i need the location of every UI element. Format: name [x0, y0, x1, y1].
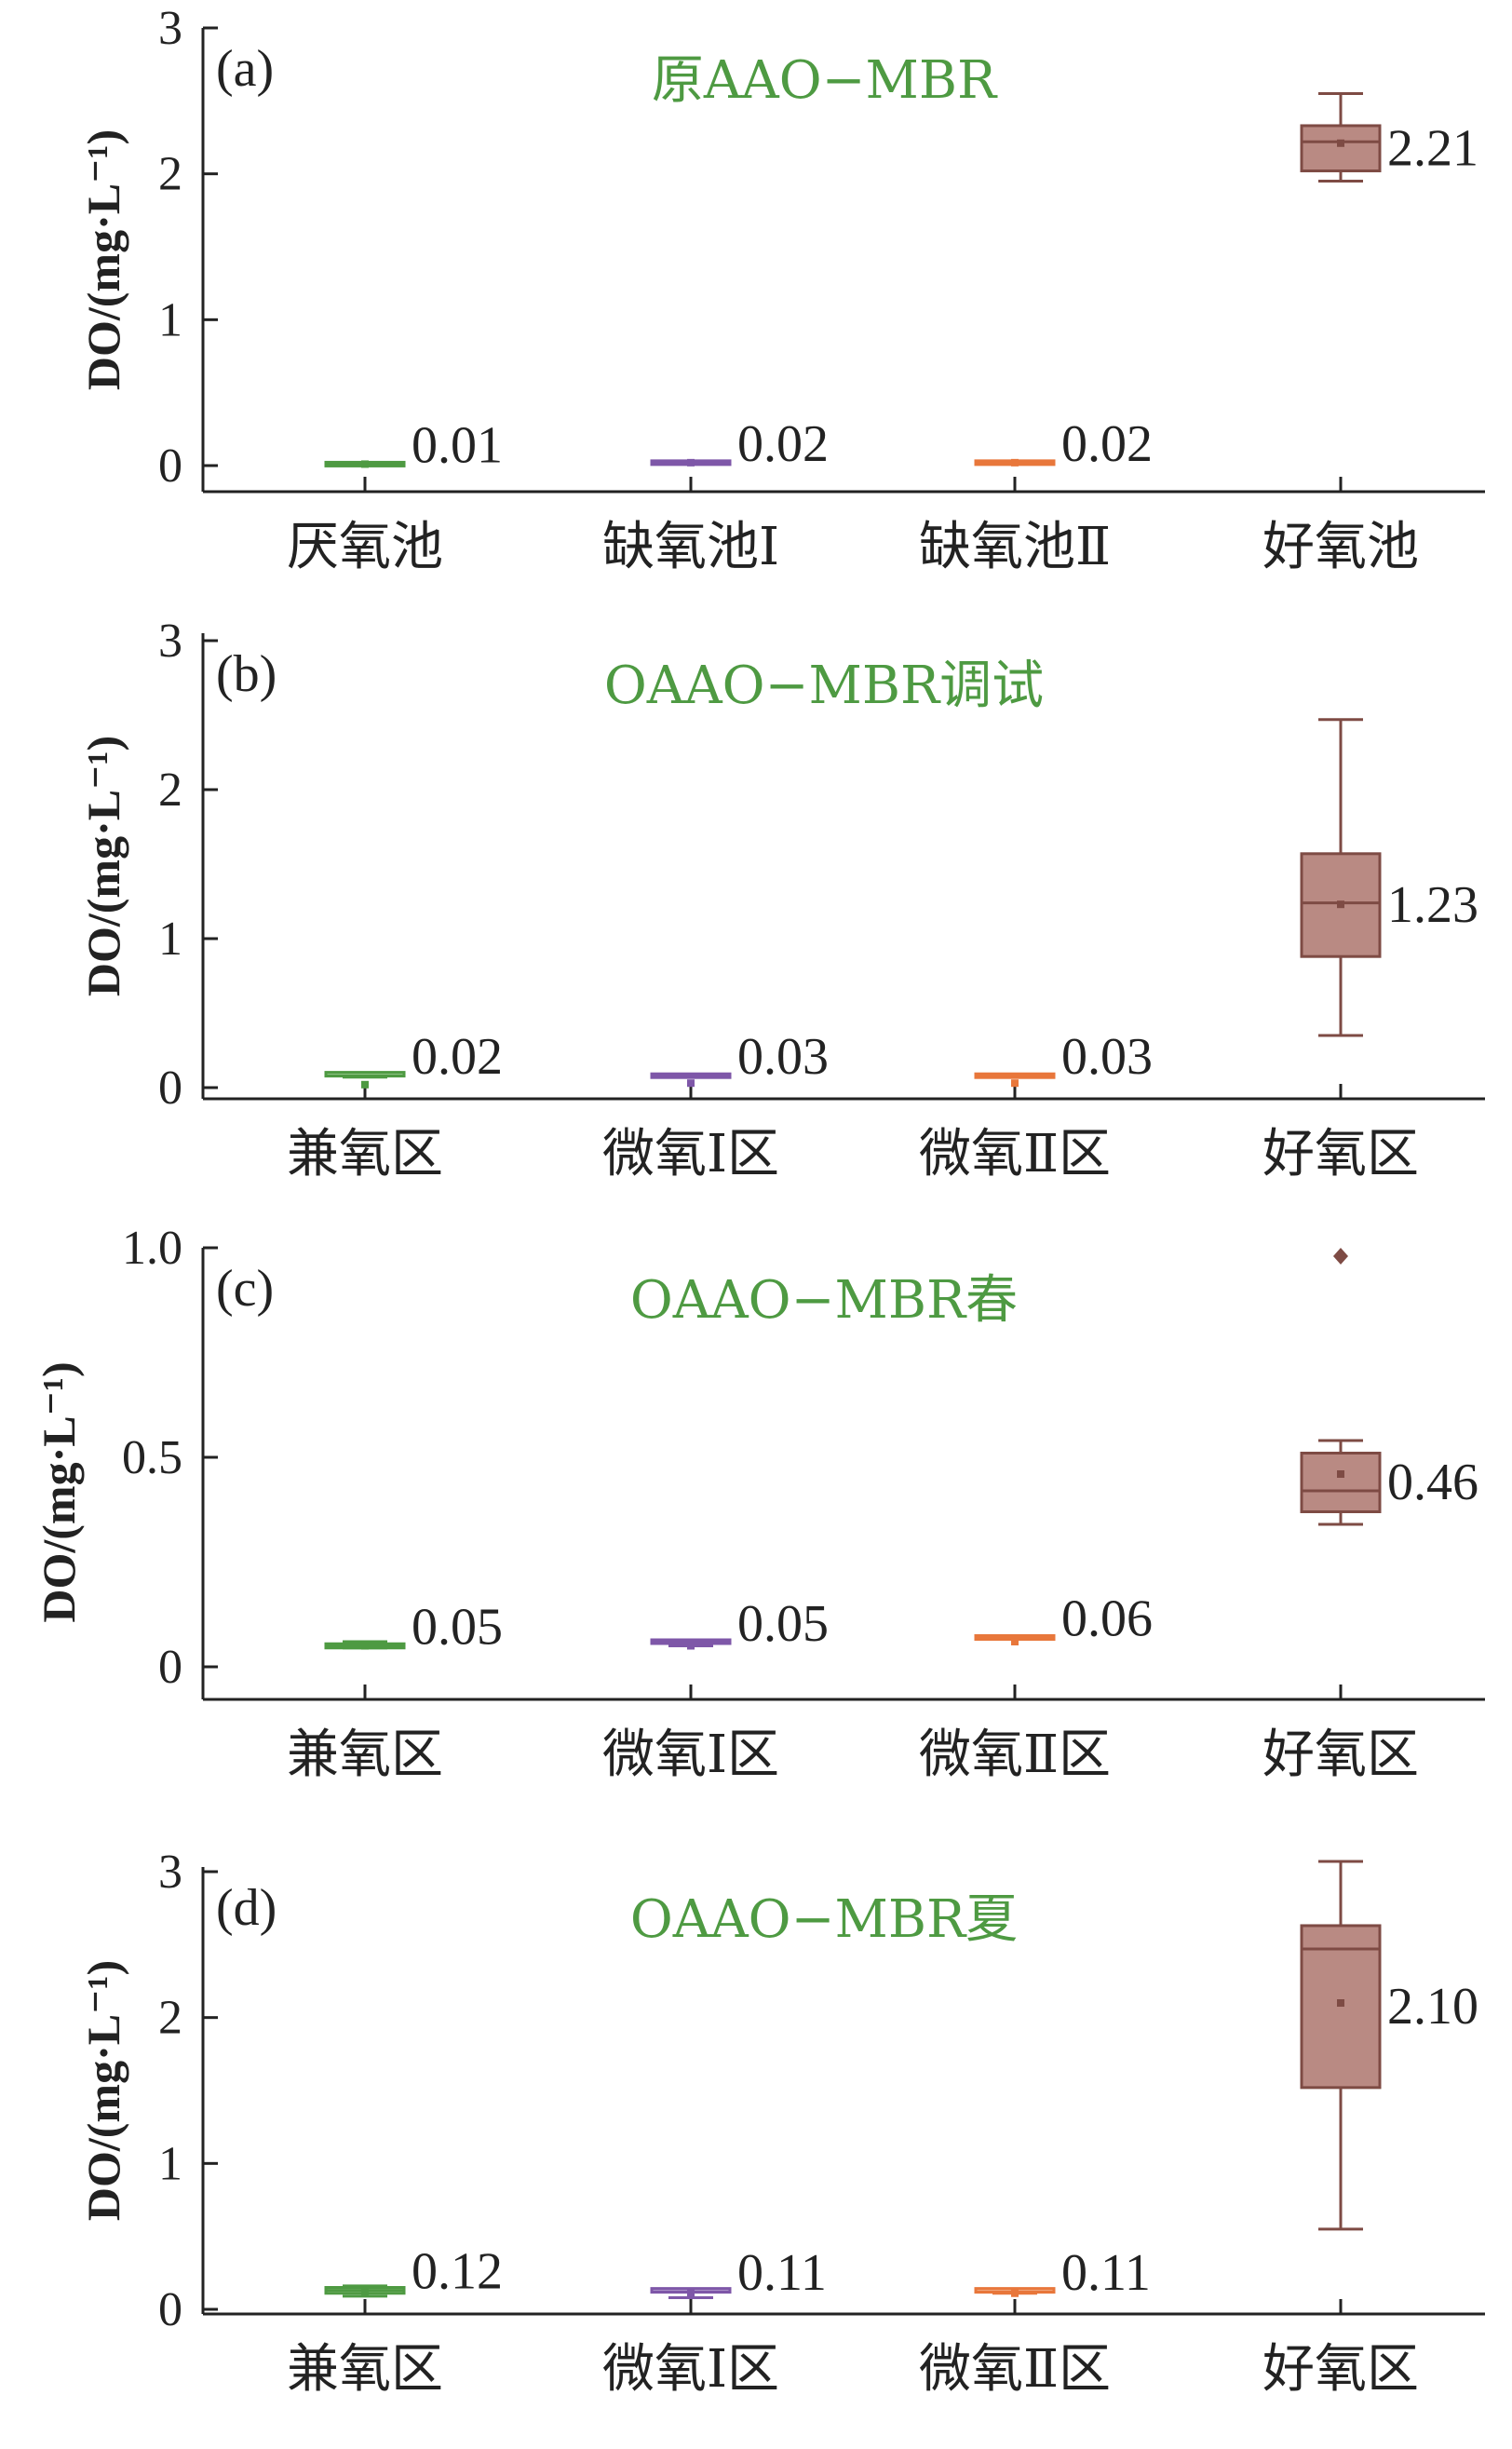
x-tick-label: 微氧Ⅱ区 [919, 1124, 1111, 1184]
mean-value-label: 0.01 [412, 416, 503, 474]
box-0: 0.02 [324, 1028, 503, 1089]
box-2: 0.03 [974, 1028, 1153, 1088]
mean-marker [687, 1642, 695, 1650]
y-axis-label: DO/(mg·L⁻¹) [77, 129, 129, 390]
mean-value-label: 0.03 [737, 1028, 829, 1086]
mean-marker [1337, 1999, 1344, 2007]
chart-title: OAAO−MBR夏 [630, 1889, 1018, 1950]
panel-c: 0 0.5 1.0 兼氧区 微氧Ⅰ区 微氧Ⅱ区 好氧区 DO/(mg·L⁻¹) (c) OAAO−… [33, 1222, 1485, 1785]
mean-value-label: 2.21 [1387, 119, 1478, 177]
mean-value-label: 0.05 [737, 1595, 829, 1653]
y-axis-label: DO/(mg·L⁻¹) [33, 1361, 85, 1622]
box-0: 0.12 [324, 2243, 503, 2301]
mean-value-label: 0.05 [412, 1599, 503, 1657]
box-0: 0.05 [324, 1599, 503, 1657]
y-axis-label: DO/(mg·L⁻¹) [77, 1960, 129, 2221]
y-tick-label: 3 [158, 615, 182, 668]
x-tick-label: 缺氧池Ⅰ [602, 517, 779, 577]
mean-marker [1337, 1470, 1344, 1478]
box-1: 0.02 [650, 415, 829, 473]
box-3: 2.21 [1300, 92, 1478, 183]
x-tick-label: 微氧Ⅰ区 [602, 1725, 779, 1785]
x-tick-label: 兼氧区 [287, 2339, 443, 2400]
mean-value-label: 0.11 [1061, 2244, 1151, 2302]
x-tick-label: 微氧Ⅱ区 [919, 2339, 1111, 2400]
box-0: 0.01 [324, 416, 503, 474]
mean-value-label: 0.02 [737, 415, 829, 473]
mean-value-label: 0.02 [412, 1028, 503, 1086]
panel-label: (d) [216, 1879, 277, 1937]
panel-b: 0 1 2 3 兼氧区 微氧Ⅰ区 微氧Ⅱ区 好氧区 DO/(mg·L⁻¹) (b) OAAO−MBR… [77, 615, 1485, 1184]
y-tick-label: 0.5 [122, 1431, 182, 1484]
y-tick-label: 1 [158, 913, 182, 966]
mean-marker [361, 2288, 369, 2296]
mean-marker [361, 460, 369, 468]
outlier-marker [1333, 1248, 1348, 1265]
y-tick-label: 0 [158, 440, 182, 493]
x-tick-label: 好氧区 [1262, 1725, 1419, 1785]
chart-title: 原AAO−MBR [652, 50, 998, 111]
box-2: 0.11 [974, 2244, 1151, 2302]
box-iqr [1300, 1452, 1382, 1513]
mean-marker [687, 2289, 695, 2297]
mean-marker [1011, 1079, 1019, 1088]
mean-marker [1011, 1638, 1019, 1645]
mean-marker [1011, 458, 1019, 467]
mean-marker [1011, 2289, 1019, 2297]
panel-label: (c) [216, 1260, 274, 1318]
mean-marker [361, 1080, 369, 1089]
mean-marker [1337, 900, 1344, 909]
mean-value-label: 2.10 [1387, 1978, 1478, 2036]
box-2: 0.06 [974, 1590, 1153, 1648]
mean-value-label: 1.23 [1387, 876, 1478, 934]
x-tick-label: 厌氧池 [287, 517, 443, 577]
y-tick-label: 1 [158, 293, 182, 346]
y-tick-label: 1 [158, 2137, 182, 2190]
box-3: 0.46 [1300, 1248, 1478, 1526]
mean-marker [687, 1079, 695, 1088]
x-tick-label: 兼氧区 [287, 1725, 443, 1785]
mean-marker [1337, 139, 1344, 147]
box-2: 0.02 [974, 415, 1153, 473]
mean-value-label: 0.11 [737, 2244, 827, 2302]
y-tick-label: 2 [158, 764, 182, 817]
x-tick-label: 好氧池 [1262, 517, 1419, 577]
y-axis-label: DO/(mg·L⁻¹) [77, 736, 129, 996]
mean-marker [361, 1642, 369, 1650]
y-tick-label: 0 [158, 1641, 182, 1694]
box-1: 0.05 [650, 1595, 829, 1653]
x-tick-label: 好氧区 [1262, 1124, 1419, 1184]
mean-value-label: 0.06 [1061, 1590, 1153, 1648]
box-iqr [1300, 124, 1382, 173]
y-tick-label: 3 [158, 1846, 182, 1899]
panel-a: 0 1 2 3 厌氧池 缺氧池Ⅰ 缺氧池Ⅱ 好氧池 DO/(mg·L⁻¹) (a) 原AAO−MBR… [77, 2, 1485, 577]
x-tick-label: 缺氧池Ⅱ [919, 517, 1111, 577]
panel-label: (b) [216, 645, 277, 703]
box-1: 0.11 [650, 2244, 827, 2302]
chart-title: OAAO−MBR调试 [604, 656, 1044, 716]
y-tick-label: 0 [158, 2283, 182, 2336]
y-tick-label: 0 [158, 1062, 182, 1115]
mean-value-label: 0.46 [1387, 1454, 1478, 1511]
y-tick-label: 2 [158, 148, 182, 201]
box-3: 1.23 [1300, 718, 1478, 1037]
mean-value-label: 0.03 [1061, 1028, 1153, 1086]
x-tick-label: 微氧Ⅱ区 [919, 1725, 1111, 1785]
panel-d: 0 1 2 3 兼氧区 微氧Ⅰ区 微氧Ⅱ区 好氧区 DO/(mg·L⁻¹) (d) OAAO−MBR… [77, 1846, 1485, 2400]
y-tick-label: 2 [158, 1992, 182, 2045]
x-tick-label: 微氧Ⅰ区 [602, 2339, 779, 2400]
mean-value-label: 0.12 [412, 2243, 503, 2301]
y-tick-label: 3 [158, 2, 182, 55]
x-tick-label: 兼氧区 [287, 1124, 443, 1184]
box-1: 0.03 [650, 1028, 829, 1088]
y-tick-label: 1.0 [122, 1222, 182, 1275]
x-tick-label: 微氧Ⅰ区 [602, 1124, 779, 1184]
panel-label: (a) [216, 40, 274, 98]
box-3: 2.10 [1300, 1860, 1478, 2231]
mean-marker [687, 458, 695, 467]
mean-value-label: 0.02 [1061, 415, 1153, 473]
x-tick-label: 好氧区 [1262, 2339, 1419, 2400]
chart-title: OAAO−MBR春 [630, 1270, 1018, 1331]
